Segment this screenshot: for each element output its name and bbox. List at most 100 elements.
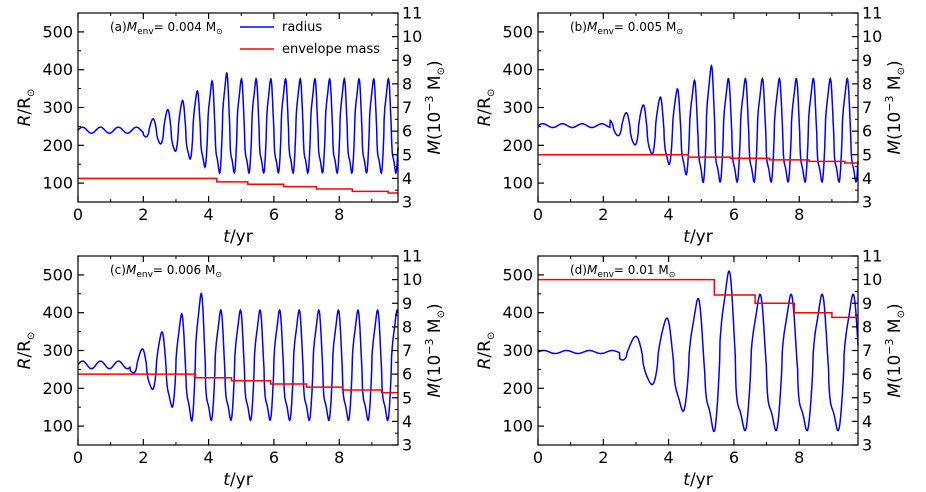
x-tick-label: 0 (533, 205, 543, 224)
panel-annotation-value: = 0.004 M (154, 20, 216, 34)
x-tick-label: 6 (269, 205, 279, 224)
y-right-var: M (425, 140, 445, 155)
x-tick-label: 8 (334, 448, 344, 467)
panel-mass-var: M (587, 263, 598, 277)
series-line-envelope-mass (78, 373, 398, 394)
y-right-tick-label: 6 (862, 122, 872, 141)
series-line-envelope-mass (538, 154, 858, 164)
y-left-axis-label: R/R⊙ (475, 89, 497, 127)
y-right-tail: M (885, 318, 905, 338)
series-line-radius (537, 270, 859, 433)
y-right-tick-label: 10 (862, 270, 882, 289)
legend: radius envelope mass (240, 20, 380, 57)
sun-symbol: ⊙ (436, 310, 447, 318)
y-left-var: R (475, 358, 495, 370)
series-line-radius (77, 292, 399, 423)
x-tick-label: 4 (664, 205, 674, 224)
sun-symbol: ⊙ (26, 332, 37, 340)
y-left-unit: /R (475, 340, 495, 358)
y-right-close: ) (885, 60, 905, 67)
x-tick-label: 0 (533, 448, 543, 467)
y-left-tick-label: 400 (42, 60, 73, 79)
sun-symbol: ⊙ (436, 67, 447, 75)
sun-symbol: ⊙ (896, 67, 907, 75)
y-left-axis-label: R/R⊙ (15, 332, 37, 370)
x-axis-label: t/yr (683, 470, 712, 490)
y-right-tick-label: 5 (402, 145, 412, 164)
panel-annotation: (d)Menv= 0.01 M⊙ (570, 263, 675, 280)
y-right-tail: M (885, 75, 905, 95)
y-right-tick-label: 10 (862, 27, 882, 46)
y-right-tick-label: 11 (402, 4, 422, 23)
y-left-axis-label: R/R⊙ (475, 332, 497, 370)
panel-annotation: (a)Menv= 0.004 M⊙ (110, 20, 223, 37)
panel-mass-var: M (126, 263, 137, 277)
panel-annotation: (c)Menv= 0.006 M⊙ (110, 263, 222, 280)
x-tick-label: 8 (794, 448, 804, 467)
sun-symbol: ⊙ (676, 27, 683, 36)
panel-c: 0 2 4 6 810020030040050034567891011t/yrR/R⊙M… (15, 247, 447, 491)
sun-symbol: ⊙ (216, 27, 223, 36)
panel-a: 0 2 4 6 810020030040050034567891011t/yrR/R⊙M… (15, 4, 447, 248)
y-right-tick-label: 8 (402, 317, 412, 336)
x-axis-unit: /yr (690, 470, 713, 490)
y-right-var: M (885, 383, 905, 398)
y-right-exp: −3 (883, 95, 896, 111)
y-right-tick-label: 6 (862, 365, 872, 384)
y-right-axis-label: M(10−3 M⊙) (423, 60, 447, 154)
legend-label-envelope-mass: envelope mass (282, 42, 380, 57)
panel-mass-var: M (587, 20, 598, 34)
panel-mass-sub: env (597, 270, 614, 280)
sun-symbol: ⊙ (486, 332, 497, 340)
y-left-tick-label: 100 (42, 417, 73, 436)
panel-annotation-value: = 0.005 M (614, 20, 676, 34)
y-right-tick-label: 7 (402, 341, 412, 360)
y-left-var: R (475, 115, 495, 127)
sun-symbol: ⊙ (486, 89, 497, 97)
y-right-tail: M (425, 75, 445, 95)
y-right-tick-label: 5 (862, 388, 872, 407)
y-right-tick-label: 6 (402, 365, 412, 384)
y-right-unit: (10 (885, 355, 905, 383)
y-left-tick-label: 400 (502, 60, 533, 79)
y-right-tick-label: 8 (862, 317, 872, 336)
x-axis-label: t/yr (223, 227, 252, 247)
panel-tag: (d) (570, 263, 587, 277)
y-right-tick-label: 3 (402, 436, 412, 455)
x-axis-var: t (683, 470, 691, 490)
panel-b: 0 2 4 6 810020030040050034567891011t/yrR/R⊙M… (475, 4, 907, 248)
panel-tag: (a) (110, 20, 127, 34)
y-left-tick-label: 300 (502, 341, 533, 360)
y-right-tail: M (425, 318, 445, 338)
y-right-axis-label: M(10−3 M⊙) (423, 303, 447, 397)
x-axis-unit: /yr (230, 227, 253, 247)
sun-symbol: ⊙ (896, 310, 907, 318)
y-right-close: ) (885, 303, 905, 310)
x-tick-label: 4 (204, 448, 214, 467)
y-left-tick-label: 500 (42, 22, 73, 41)
x-tick-label: 6 (729, 205, 739, 224)
x-tick-label: 2 (598, 205, 608, 224)
x-tick-label: 6 (269, 448, 279, 467)
x-axis-var: t (683, 227, 691, 247)
y-right-tick-label: 4 (402, 169, 412, 188)
y-right-tick-label: 7 (862, 341, 872, 360)
panel-tag: (c) (110, 263, 126, 277)
y-right-tick-label: 8 (402, 74, 412, 93)
y-left-unit: /R (15, 340, 35, 358)
panel-annotation: (b)Menv= 0.005 M⊙ (570, 20, 683, 37)
y-right-tick-label: 9 (402, 51, 412, 70)
x-tick-label: 4 (664, 448, 674, 467)
panel-mass-sub: env (137, 27, 154, 37)
y-left-tick-label: 400 (42, 303, 73, 322)
y-left-tick-label: 100 (502, 417, 533, 436)
series-line-envelope-mass (538, 278, 858, 319)
y-right-tick-label: 11 (402, 247, 422, 266)
y-left-tick-label: 500 (502, 22, 533, 41)
series-line-envelope-mass (78, 177, 398, 194)
sun-symbol: ⊙ (26, 89, 37, 97)
y-left-tick-label: 200 (42, 136, 73, 155)
x-axis-label: t/yr (223, 470, 252, 490)
panel-d: 0 2 4 6 810020030040050034567891011t/yrR/R⊙M… (475, 247, 907, 491)
x-axis-unit: /yr (230, 470, 253, 490)
